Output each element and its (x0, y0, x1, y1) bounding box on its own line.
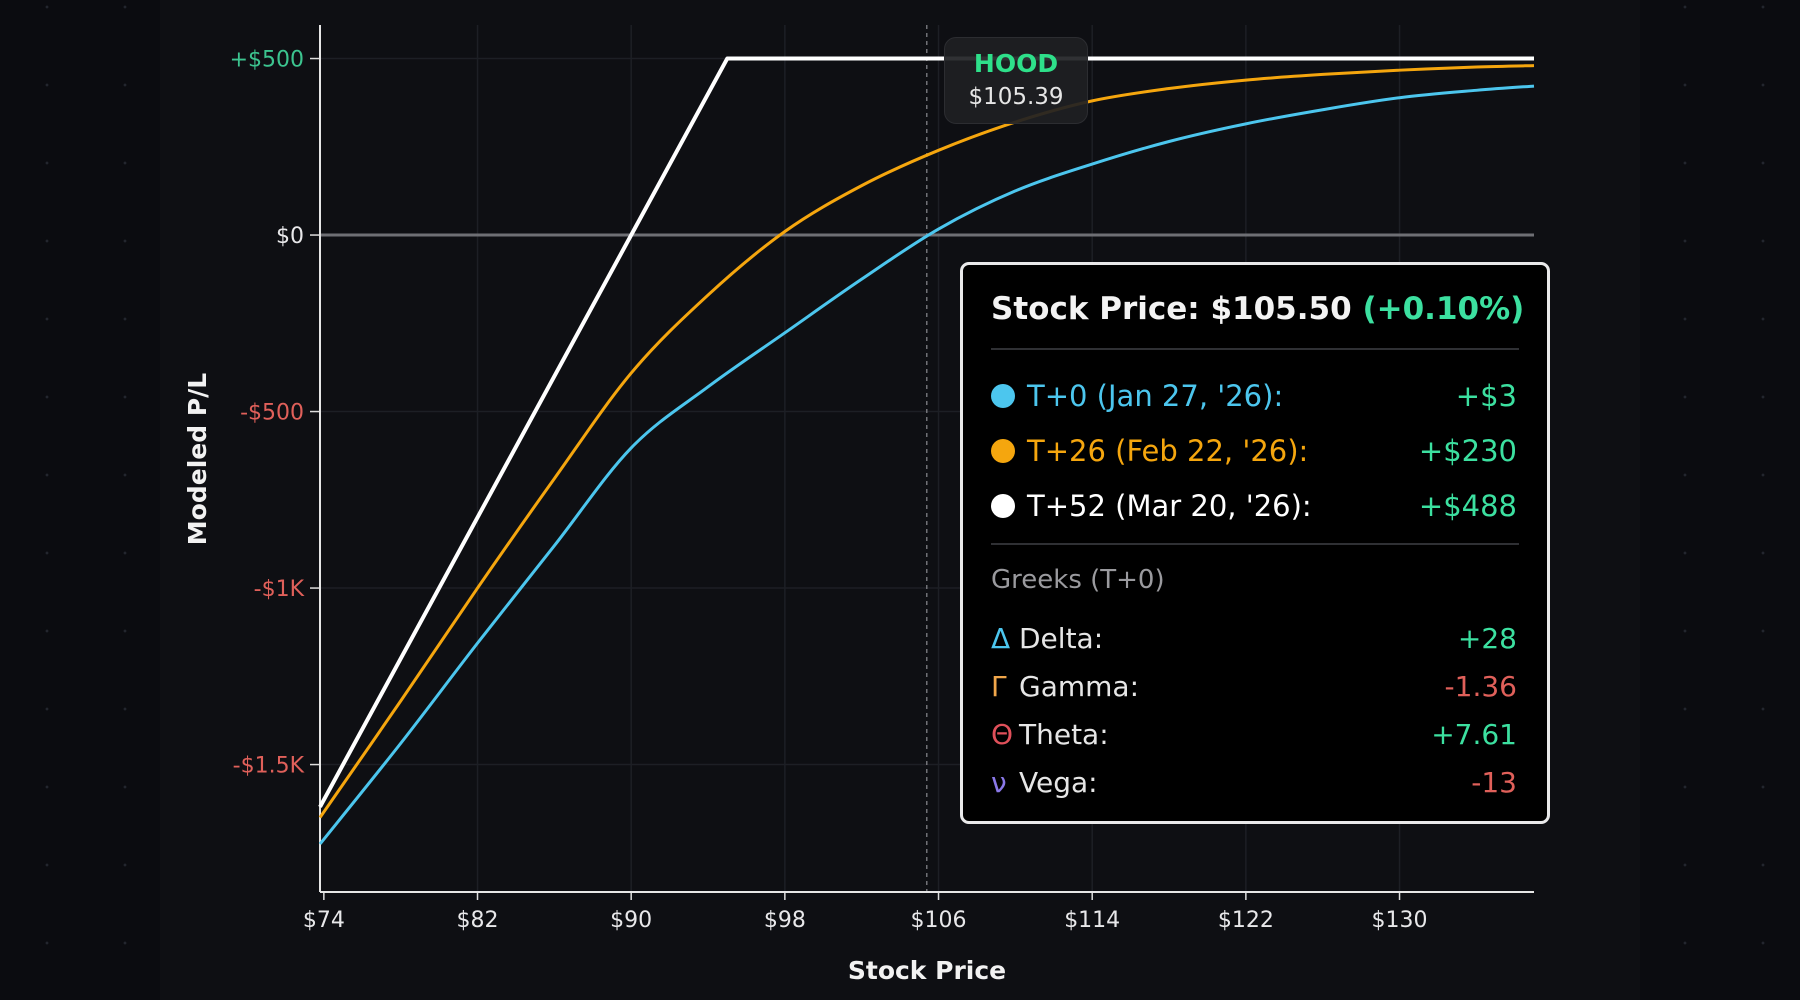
series-value: +$3 (1455, 379, 1517, 413)
series-label: T+0 (Jan 27, '26): (1027, 379, 1284, 413)
greek-symbol-icon: ν (991, 765, 1007, 799)
greek-value: +7.61 (1431, 717, 1517, 751)
pl-tooltip: Stock Price: $105.50 (+0.10%) T+0 (Jan 2… (960, 262, 1550, 824)
series-row: T+52 (Mar 20, '26): +$488 (991, 486, 1517, 526)
cursor-price: $105.39 (968, 84, 1064, 110)
x-axis-title: Stock Price (848, 956, 1006, 985)
greek-label: Vega: (1019, 765, 1098, 799)
divider (991, 543, 1519, 545)
series-lines (318, 56, 1535, 845)
x-tick-label: $114 (1064, 908, 1120, 933)
series-line-2 (318, 56, 1534, 808)
greek-row: ν Vega: -13 (991, 762, 1517, 802)
series-line-0 (318, 84, 1535, 845)
series-label: T+26 (Feb 22, '26): (1027, 434, 1309, 468)
greek-label: Gamma: (1019, 669, 1139, 703)
greek-label: Delta: (1019, 621, 1104, 655)
x-tick-label: $130 (1372, 908, 1428, 933)
x-tick-label: $82 (457, 908, 499, 933)
y-tick-label: $0 (276, 224, 304, 249)
y-tick-label: +$500 (230, 48, 304, 73)
series-row: T+0 (Jan 27, '26): +$3 (991, 376, 1517, 416)
axes: $74 $82 $90 $98 $106 $114 $122 $130 +$500 $0 -$500… (230, 25, 1534, 933)
greek-label: Theta: (1019, 717, 1109, 751)
greek-symbol-icon: Δ (991, 621, 1011, 655)
greek-value: -1.36 (1444, 669, 1517, 703)
ticker-symbol: HOOD (973, 49, 1059, 78)
x-tick-label: $98 (764, 908, 806, 933)
cursor-price-tooltip: HOOD $105.39 (944, 37, 1088, 124)
greeks-label: Greeks (T+0) (991, 565, 1165, 595)
greek-row: Θ Theta: +7.61 (991, 714, 1517, 754)
x-tick-label: $90 (610, 908, 652, 933)
greek-value: -13 (1471, 765, 1517, 799)
price-change: (+0.10%) (1362, 291, 1525, 327)
y-tick-label: -$1.5K (233, 754, 305, 779)
divider (991, 348, 1519, 350)
x-tick-label: $106 (911, 908, 967, 933)
greek-row: Δ Delta: +28 (991, 618, 1517, 658)
series-color-dot-icon (991, 494, 1015, 518)
x-tick-label: $122 (1218, 908, 1274, 933)
series-line-1 (318, 64, 1535, 819)
greek-row: Γ Gamma: -1.36 (991, 666, 1517, 706)
y-tick-label: -$500 (240, 401, 304, 426)
series-value: +$488 (1418, 489, 1517, 523)
series-color-dot-icon (991, 384, 1015, 408)
x-tick-label: $74 (303, 908, 345, 933)
greek-symbol-icon: Θ (991, 717, 1014, 751)
series-label: T+52 (Mar 20, '26): (1027, 489, 1312, 523)
greek-symbol-icon: Γ (991, 669, 1007, 703)
y-tick-label: -$1K (254, 577, 305, 602)
tooltip-title: Stock Price: $105.50 (+0.10%) (991, 291, 1524, 327)
greek-value: +28 (1457, 621, 1517, 655)
series-row: T+26 (Feb 22, '26): +$230 (991, 431, 1517, 471)
stock-price: Stock Price: $105.50 (991, 291, 1352, 327)
series-value: +$230 (1418, 434, 1517, 468)
y-axis-title: Modeled P/L (183, 373, 212, 545)
series-color-dot-icon (991, 439, 1015, 463)
